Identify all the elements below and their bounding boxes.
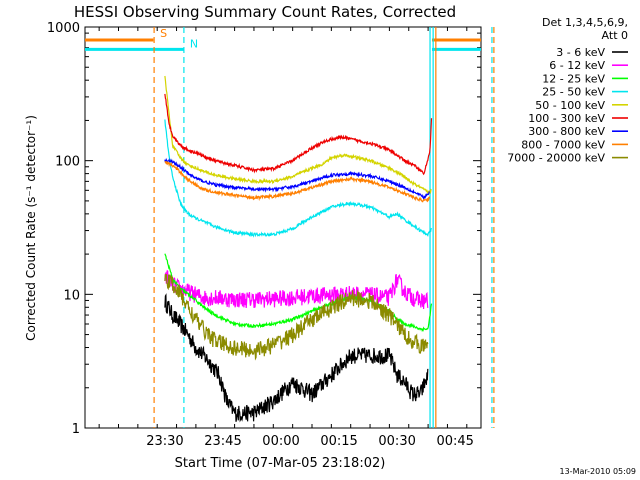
- flag-label-n: N: [190, 37, 198, 50]
- y-tick-label: 100: [55, 155, 80, 170]
- y-axis-label: Corrected Count Rate (s⁻¹ detector⁻¹): [24, 115, 38, 341]
- legend-label-3: 12 - 25 keV: [542, 72, 605, 85]
- legend-header-line-2: Att 0: [602, 29, 628, 42]
- series-line-9: [164, 274, 429, 361]
- x-axis-label: Start Time (07-Mar-05 23:18:02): [175, 456, 386, 471]
- legend-label-5: 50 - 100 keV: [535, 99, 605, 112]
- legend-label-6: 100 - 300 keV: [528, 112, 605, 125]
- x-tick-label: 23:45: [204, 434, 241, 449]
- legend-label-4: 25 - 50 keV: [542, 86, 605, 99]
- footer-timestamp: 13-Mar-2010 05:09: [560, 467, 637, 476]
- series-line-4: [164, 119, 433, 238]
- y-tick-label: 1000: [47, 21, 80, 36]
- y-tick-label: 10: [63, 288, 80, 303]
- x-tick-label: 00:00: [262, 434, 299, 449]
- chart-title: HESSI Observing Summary Count Rates, Cor…: [74, 3, 456, 21]
- flag-label-s: S: [160, 27, 167, 40]
- legend-label-8: 800 - 7000 keV: [521, 138, 605, 151]
- x-tick-label: 00:45: [436, 434, 473, 449]
- series-line-5: [164, 75, 432, 195]
- series-line-6: [164, 93, 433, 176]
- legend-label-2: 6 - 12 keV: [549, 59, 605, 72]
- plot-layer: 1 10 100 1000 23:30 23:45 00:00 00:15 00:30 00:45…: [47, 21, 628, 449]
- x-tick-label: 00:15: [320, 434, 357, 449]
- legend-label-9: 7000 - 20000 keV: [507, 152, 605, 165]
- legend-label-1: 3 - 6 keV: [556, 46, 605, 59]
- series-line-7: [164, 157, 430, 201]
- series-line-8: [164, 161, 431, 203]
- legend-label-7: 300 - 800 keV: [528, 125, 605, 138]
- y-tick-label: 1: [72, 422, 80, 437]
- x-tick-label: 00:30: [378, 434, 415, 449]
- x-tick-label: 23:30: [146, 434, 183, 449]
- series-line-2: [164, 269, 429, 310]
- plot-frame: [84, 26, 482, 429]
- legend-header-line-1: Det 1,3,4,5,6,9,: [542, 16, 628, 29]
- series-line-1: [164, 293, 429, 423]
